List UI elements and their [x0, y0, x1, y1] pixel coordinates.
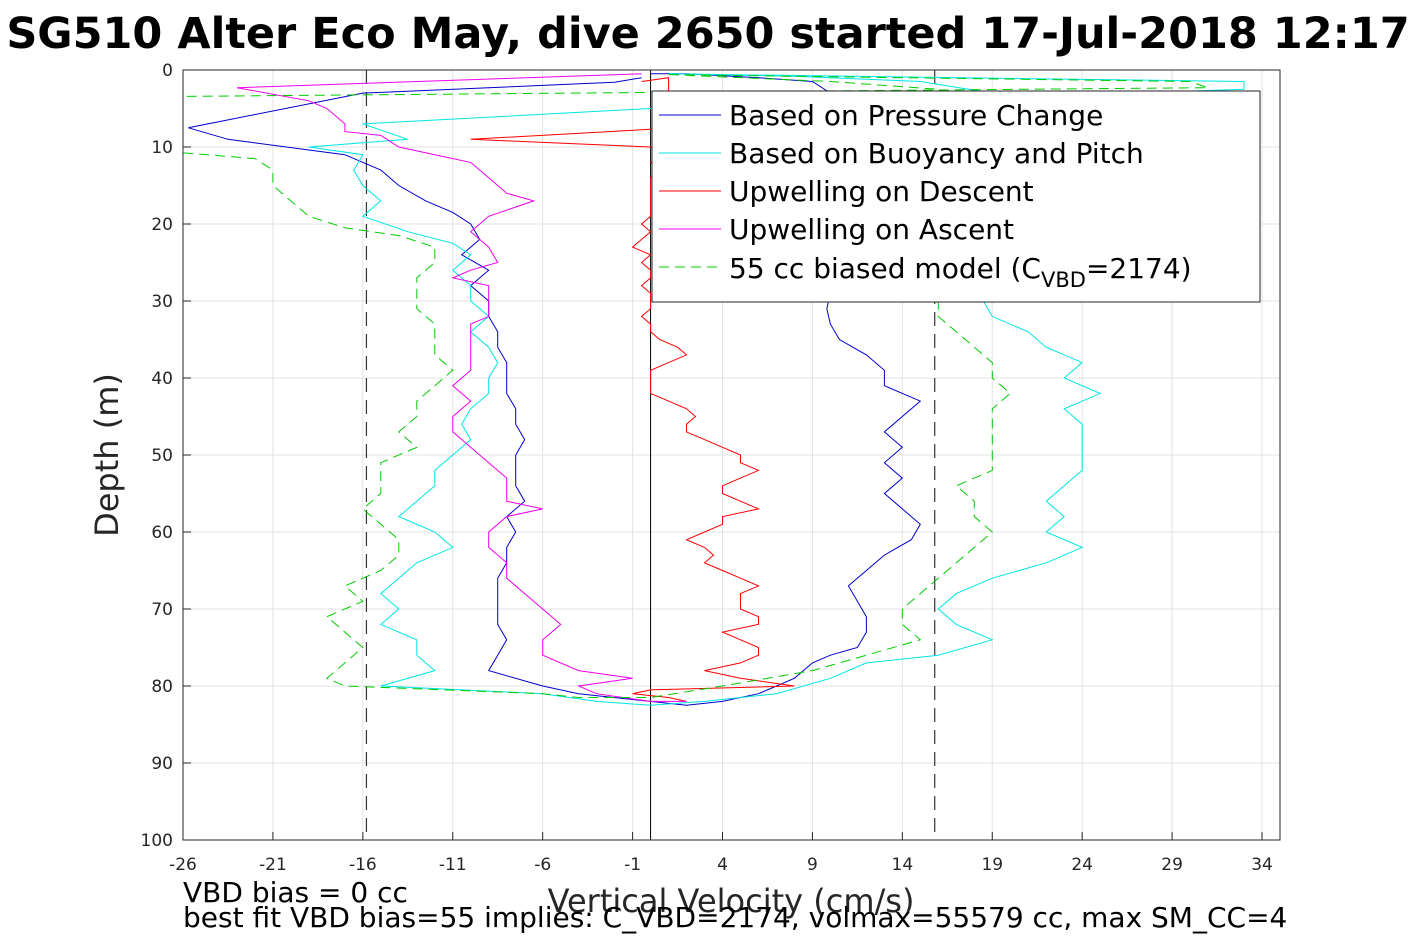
series-line: [470, 77, 795, 702]
x-tick-label: 19: [981, 855, 1003, 875]
y-axis-ticks: 0 10 20 30 40 50 60 70 80 90 100: [141, 61, 191, 851]
x-tick-label: 24: [1071, 855, 1093, 875]
y-tick-label: 80: [151, 677, 173, 697]
x-tick-label: 4: [717, 855, 728, 875]
legend-label: Upwelling on Descent: [729, 175, 1034, 208]
x-tick-label: -6: [534, 855, 551, 875]
legend-label-biased-model: 55 cc biased model (CVBD=2174): [729, 252, 1192, 292]
series-line: [183, 74, 1209, 698]
y-tick-label: 70: [151, 600, 173, 620]
x-tick-label: -11: [439, 855, 467, 875]
x-tick-label: -1: [624, 855, 641, 875]
y-tick-label: 100: [141, 831, 173, 851]
y-axis-label: Depth (m): [88, 373, 126, 537]
y-tick-label: 10: [151, 138, 173, 158]
y-tick-label: 20: [151, 215, 173, 235]
legend-box: [651, 90, 1261, 303]
footnote-vbd-bias: VBD bias = 0 cc: [183, 876, 408, 909]
x-tick-label: 14: [892, 855, 914, 875]
y-tick-label: 0: [162, 61, 173, 81]
x-axis-ticks: -26 -21 -16 -11 -6 -1 4 9 14 19 24 29 34: [169, 832, 1273, 875]
legend: Based on Pressure Change Based on Buoyanc…: [651, 90, 1261, 303]
x-tick-label: -16: [349, 855, 377, 875]
footnote-best-fit: best fit VBD bias=55 implies: C_VBD=2174…: [183, 901, 1287, 934]
legend-label: Based on Buoyancy and Pitch: [729, 137, 1144, 170]
legend-label: Based on Pressure Change: [729, 99, 1103, 132]
y-tick-label: 30: [151, 292, 173, 312]
legend-label: Upwelling on Ascent: [729, 213, 1014, 246]
y-tick-label: 50: [151, 446, 173, 466]
x-tick-label: 9: [807, 855, 818, 875]
x-tick-label: -21: [259, 855, 287, 875]
x-tick-label: 29: [1161, 855, 1183, 875]
x-axis-label: Vertical Velocity (cm/s): [548, 882, 915, 920]
y-tick-label: 40: [151, 369, 173, 389]
y-tick-label: 60: [151, 523, 173, 543]
series-line: [236, 73, 687, 702]
x-tick-label: 34: [1251, 855, 1273, 875]
y-tick-label: 90: [151, 754, 173, 774]
x-tick-label: -26: [169, 855, 197, 875]
chart-title: SG510 Alter Eco May, dive 2650 started 1…: [6, 9, 1409, 59]
